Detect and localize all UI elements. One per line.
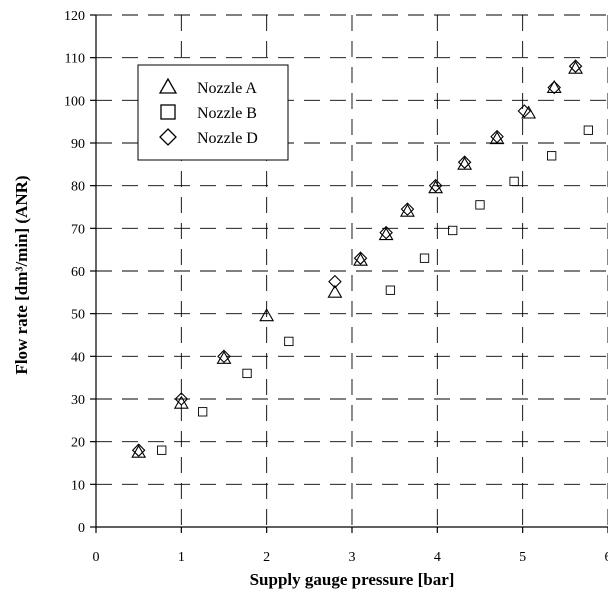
nozzle-b-point <box>547 151 557 161</box>
x-tick-label: 3 <box>348 550 355 565</box>
ticks: 0 10 20 30 40 50 60 70 80 90 100 110 120 0 1 2 3 4 5 6 <box>64 9 608 565</box>
x-tick-label: 6 <box>604 550 608 565</box>
y-tick-label: 30 <box>71 393 85 408</box>
nozzle-a-point <box>353 252 368 266</box>
nozzle-a-point <box>489 131 505 145</box>
nozzle-d-point <box>400 202 415 216</box>
nozzle-a-point <box>131 444 147 458</box>
y-tick-label: 70 <box>71 222 85 237</box>
legend-diamond-icon <box>159 128 177 146</box>
nozzle-d-point <box>353 251 368 265</box>
nozzle-b-point <box>284 336 294 347</box>
y-tick-label: 90 <box>71 137 85 152</box>
y-tick-label: 100 <box>64 94 85 109</box>
y-tick-label: 50 <box>71 308 85 323</box>
nozzle-b-point <box>448 225 458 236</box>
y-tick-label: 110 <box>65 52 85 67</box>
nozzle-a-point <box>378 227 394 241</box>
x-tick-label: 5 <box>519 550 526 565</box>
x-tick-label: 2 <box>263 550 270 565</box>
nozzle-a-point <box>259 308 275 322</box>
legend-label-nozzle-a: Nozzle A <box>197 80 257 97</box>
nozzle-a-point <box>521 105 537 119</box>
y-axis-title: Flow rate [dm³/min] (ANR) <box>12 175 31 374</box>
nozzle-b-point <box>419 253 430 263</box>
nozzle-d-point <box>379 225 393 240</box>
nozzle-d-point <box>490 129 504 144</box>
y-tick-label: 60 <box>71 265 85 280</box>
nozzle-d-point <box>457 155 472 169</box>
nozzle-a-point <box>400 203 415 217</box>
nozzle-d-point <box>174 392 189 406</box>
nozzle-b-point <box>583 125 594 135</box>
nozzle-b-point <box>509 176 519 187</box>
y-tick-label: 10 <box>71 478 85 493</box>
nozzle-d-point <box>547 80 561 95</box>
nozzle-d-point <box>217 349 231 364</box>
nozzle-b-point <box>475 200 485 210</box>
nozzle-d-point <box>568 59 583 73</box>
y-tick-label: 0 <box>78 521 85 536</box>
legend-triangle-icon <box>158 77 178 94</box>
nozzle-b-point <box>385 285 396 295</box>
nozzle-a-point <box>568 60 584 74</box>
legend-box <box>137 64 289 161</box>
y-tick-label: 80 <box>71 180 85 195</box>
legend-label-nozzle-d: Nozzle D <box>197 130 258 147</box>
nozzle-d-point <box>131 443 146 457</box>
y-tick-label: 20 <box>71 436 85 451</box>
y-tick-label: 120 <box>64 9 85 24</box>
nozzle-a-point <box>428 180 444 194</box>
legend: Nozzle A Nozzle B Nozzle D <box>137 64 289 161</box>
x-tick-label: 4 <box>434 550 441 565</box>
data-points <box>131 59 594 458</box>
x-axis-title: Supply gauge pressure [bar] <box>250 570 455 589</box>
nozzle-b-point <box>157 445 167 455</box>
nozzle-d-point <box>328 274 342 289</box>
legend-square-icon <box>160 104 176 120</box>
nozzle-a-point <box>216 350 232 364</box>
nozzle-a-point <box>457 156 473 170</box>
y-tick-label: 40 <box>71 350 85 365</box>
x-tick-label: 1 <box>178 550 185 565</box>
nozzle-b-point <box>242 368 252 379</box>
nozzle-b-point <box>198 407 208 417</box>
nozzle-a-point <box>327 284 343 298</box>
nozzle-d-point <box>517 104 532 118</box>
legend-label-nozzle-b: Nozzle B <box>197 105 257 122</box>
nozzle-d-point <box>428 178 443 193</box>
x-tick-label: 0 <box>93 550 100 565</box>
nozzle-a-point <box>546 79 562 93</box>
